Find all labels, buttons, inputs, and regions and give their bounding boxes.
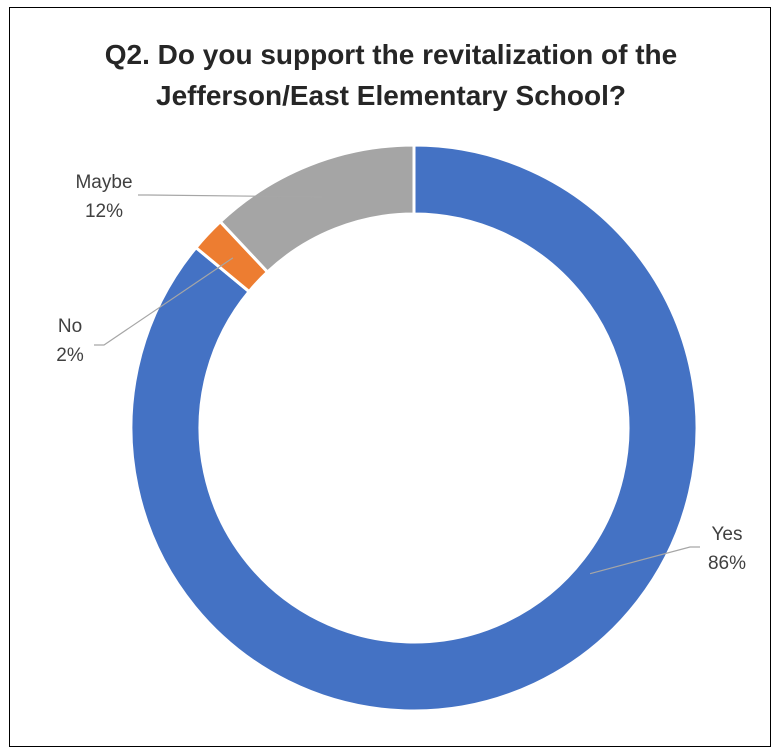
data-label-value-yes: 86% bbox=[708, 553, 746, 574]
donut-slice-maybe bbox=[218, 143, 416, 275]
donut-slice-yes bbox=[129, 143, 699, 713]
data-label-value-maybe: 12% bbox=[85, 201, 123, 222]
data-label-value-no: 2% bbox=[56, 345, 84, 366]
leader-line-yes bbox=[589, 546, 700, 575]
chart-title-line-1: Q2. Do you support the revitalization of… bbox=[104, 39, 678, 70]
chart-title-line-2: Jefferson/East Elementary School? bbox=[156, 80, 626, 111]
data-label-category-maybe: Maybe bbox=[75, 172, 132, 193]
data-label-category-yes: Yes bbox=[712, 524, 743, 545]
leader-line-no bbox=[94, 257, 234, 346]
chart-title: Q2. Do you support the revitalization of… bbox=[0, 34, 782, 116]
leader-line-maybe bbox=[138, 194, 323, 198]
donut-chart: Yes 86% No 2% Maybe 12% bbox=[56, 143, 746, 713]
data-label-category-no: No bbox=[58, 316, 82, 337]
